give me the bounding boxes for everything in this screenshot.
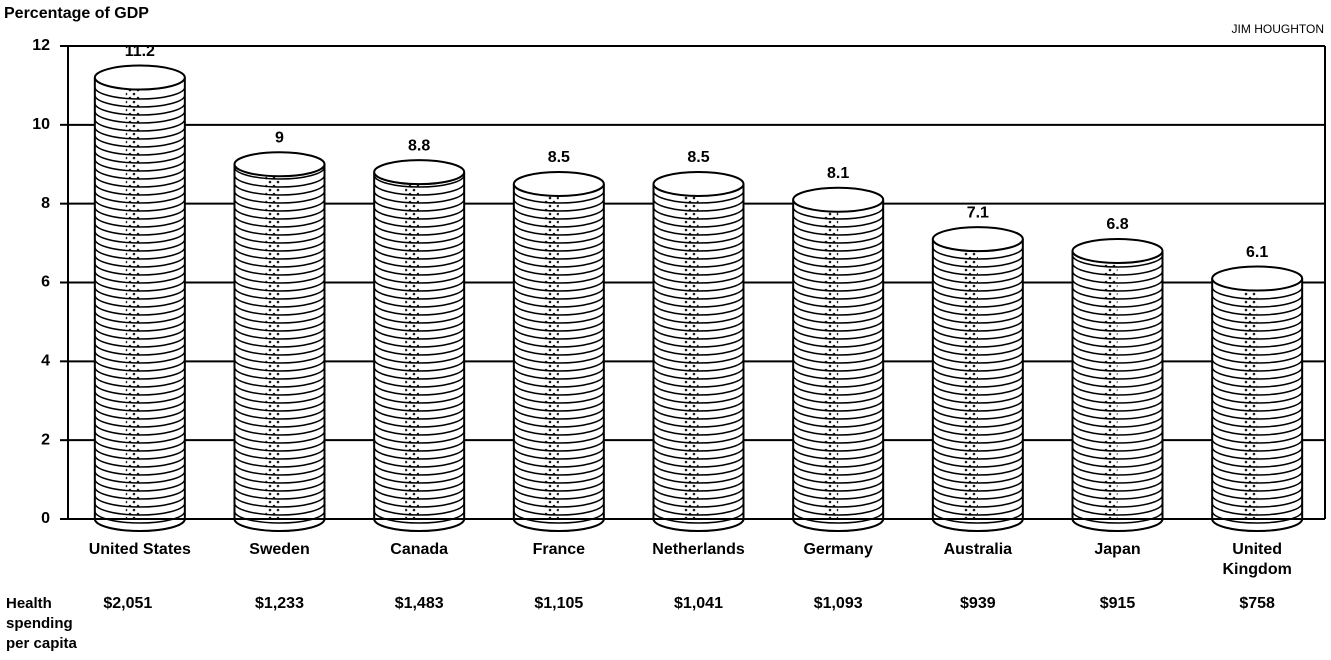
stack-bottom (514, 519, 604, 531)
stack-top (654, 172, 744, 196)
stack-top (1212, 267, 1302, 291)
value-label: 8.5 (548, 149, 570, 166)
spending-value: $1,105 (534, 595, 583, 612)
value-label: 9 (275, 129, 284, 146)
value-label: 6.1 (1246, 244, 1268, 261)
stack-top (95, 66, 185, 90)
x-tick-label: United States (89, 541, 191, 558)
coin-stack (374, 160, 464, 531)
coin-stack (1073, 239, 1163, 531)
x-tick-label: Japan (1094, 541, 1140, 558)
x-tick-label: Germany (803, 541, 872, 558)
x-tick-label: Australia (944, 541, 1013, 558)
stack-dots (1243, 291, 1257, 519)
spending-value: $1,483 (395, 595, 444, 612)
stack-bottom (1212, 519, 1302, 531)
stack-dots (545, 196, 559, 519)
x-tick-label: Canada (390, 541, 448, 558)
y-tick-label: 4 (41, 353, 50, 370)
stack-dots (685, 196, 699, 519)
x-tick-label: France (533, 541, 586, 558)
y-tick-label: 12 (32, 37, 50, 54)
value-label: 7.1 (967, 204, 989, 221)
stack-dots (824, 212, 838, 519)
stack-bottom (95, 519, 185, 531)
x-tick-label: Netherlands (652, 541, 745, 558)
stack-top (235, 152, 325, 176)
value-label: 8.8 (408, 137, 430, 154)
coin-stack (933, 227, 1023, 531)
spending-value: $1,041 (674, 595, 723, 612)
stack-bottom (793, 519, 883, 531)
spending-value: $1,233 (255, 595, 304, 612)
stack-bottom (933, 519, 1023, 531)
x-tick-label: Sweden (249, 541, 309, 558)
stack-bottom (374, 519, 464, 531)
y-tick-label: 8 (41, 195, 50, 212)
stack-top (374, 160, 464, 184)
spending-value: $2,051 (103, 595, 152, 612)
spending-value: $915 (1100, 595, 1136, 612)
coin-stack (95, 66, 185, 531)
coin-stack (654, 172, 744, 531)
y-tick-label: 6 (41, 274, 50, 291)
y-tick-label: 10 (32, 116, 50, 133)
spending-value: $939 (960, 595, 996, 612)
stack-bottom (1073, 519, 1163, 531)
credit: JIM HOUGHTON (1232, 22, 1324, 36)
value-label: 6.8 (1106, 216, 1128, 233)
spending-value: $1,093 (814, 595, 863, 612)
stack-dots (1104, 263, 1118, 519)
chart: Percentage of GDP JIM HOUGHTON 0 2 4 6 8 10 12… (0, 0, 1331, 660)
value-label: 8.5 (687, 149, 709, 166)
coin-stack (514, 172, 604, 531)
stack-top (514, 172, 604, 196)
coin-stack (1212, 267, 1302, 531)
y-axis-label: Percentage of GDP (4, 5, 149, 22)
y-tick-label: 0 (41, 510, 50, 527)
stack-top (793, 188, 883, 212)
value-label: 8.1 (827, 165, 849, 182)
stack-top (933, 227, 1023, 251)
stack-top (1073, 239, 1163, 263)
stack-bottom (654, 519, 744, 531)
coin-stack (793, 188, 883, 531)
y-tick-label: 2 (41, 431, 50, 448)
stack-bottom (235, 519, 325, 531)
spending-value: $758 (1239, 595, 1275, 612)
value-label: 11.2 (125, 43, 155, 60)
coin-stack (235, 152, 325, 531)
